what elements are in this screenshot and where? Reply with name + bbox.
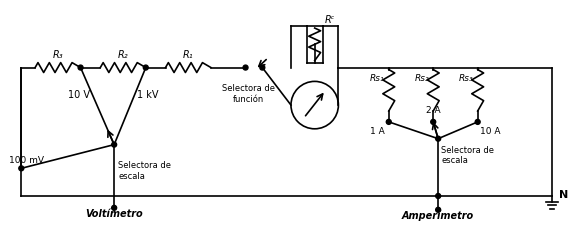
Circle shape <box>260 66 265 71</box>
Circle shape <box>386 120 391 125</box>
Circle shape <box>143 66 148 71</box>
Text: Rs₃: Rs₃ <box>459 74 474 83</box>
Circle shape <box>78 66 83 71</box>
Text: N: N <box>559 189 568 199</box>
Circle shape <box>436 194 440 199</box>
Text: Rᶜ: Rᶜ <box>325 15 335 25</box>
Text: Amperímetro: Amperímetro <box>402 209 475 220</box>
Circle shape <box>436 137 440 141</box>
Text: Selectora de
escala: Selectora de escala <box>441 145 494 164</box>
Text: 100 mV: 100 mV <box>9 156 45 165</box>
Circle shape <box>436 207 440 212</box>
Text: R₃: R₃ <box>53 49 63 59</box>
Circle shape <box>431 120 436 125</box>
Text: Selectora de
función: Selectora de función <box>222 84 275 103</box>
Text: Rs₁: Rs₁ <box>370 74 385 83</box>
Text: 2 A: 2 A <box>426 106 440 114</box>
Text: R₁: R₁ <box>183 49 194 59</box>
Text: 10 V: 10 V <box>68 90 90 100</box>
Circle shape <box>19 166 24 171</box>
Circle shape <box>243 66 248 71</box>
Text: R₂: R₂ <box>118 49 128 59</box>
Text: 1 kV: 1 kV <box>137 90 158 100</box>
Circle shape <box>112 205 117 210</box>
Circle shape <box>475 120 480 125</box>
Text: Rs₂: Rs₂ <box>414 74 429 83</box>
Circle shape <box>112 143 117 147</box>
Text: Selectora de
escala: Selectora de escala <box>118 161 171 180</box>
Text: Voltímetro: Voltímetro <box>86 208 143 218</box>
Text: 1 A: 1 A <box>370 126 385 135</box>
Text: 10 A: 10 A <box>480 126 500 135</box>
